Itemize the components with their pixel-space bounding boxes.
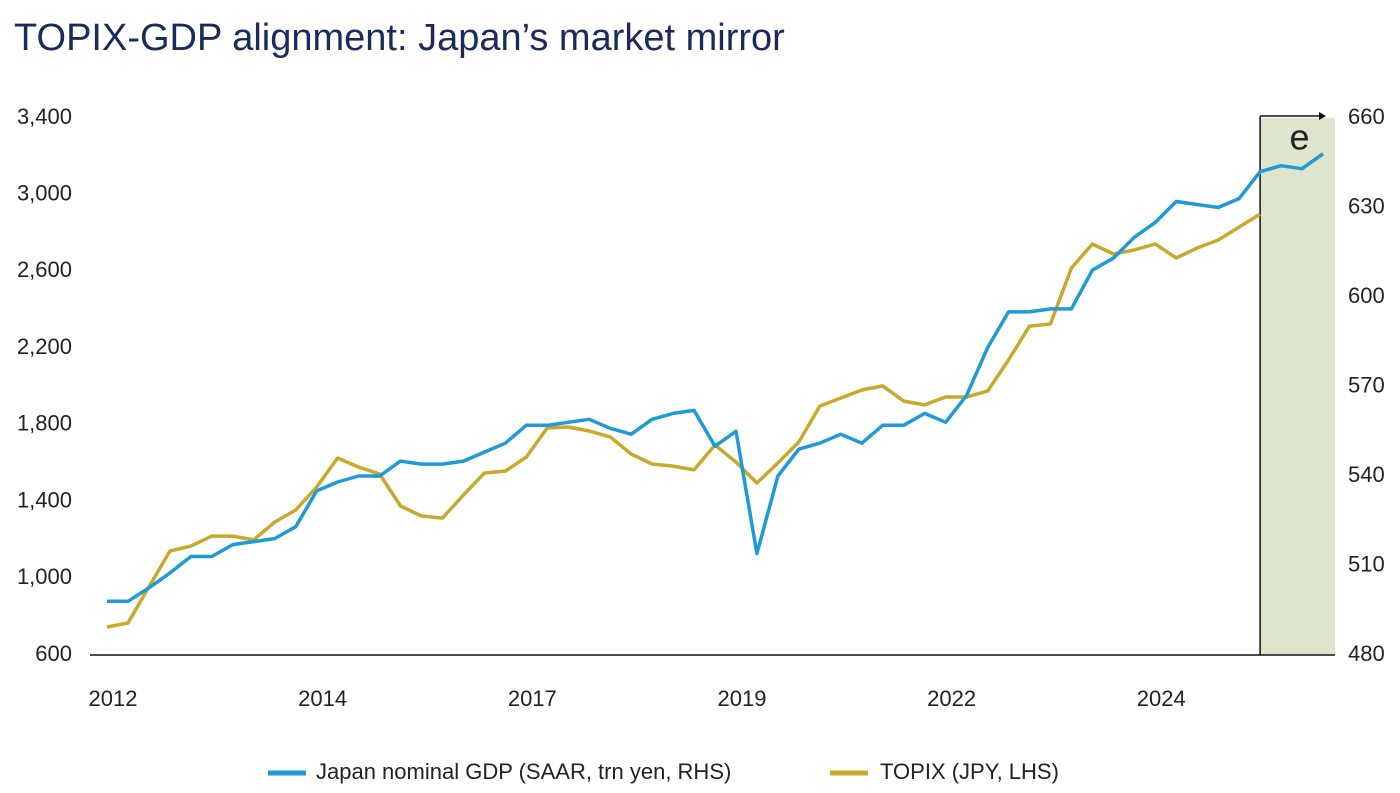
y-tick-label: 2,200 [17, 334, 72, 359]
forecast-arrowhead [1319, 112, 1326, 120]
y2-tick-label: 570 [1348, 372, 1385, 397]
y2-tick-label: 630 [1348, 193, 1385, 218]
x-tick-label: 2014 [298, 686, 347, 711]
y2-tick-label: 600 [1348, 283, 1385, 308]
y-tick-label: 1,000 [17, 564, 72, 589]
x-tick-label: 2017 [508, 686, 557, 711]
y-tick-label: 3,000 [17, 181, 72, 206]
forecast-label: e [1290, 117, 1310, 158]
y2-tick-label: 660 [1348, 104, 1385, 129]
y2-tick-label: 540 [1348, 462, 1385, 487]
x-tick-label: 2012 [89, 686, 138, 711]
legend-label: TOPIX (JPY, LHS) [880, 759, 1059, 784]
forecast-shade [1260, 118, 1335, 655]
chart-title: TOPIX-GDP alignment: Japan’s market mirr… [14, 17, 785, 59]
y2-tick-label: 510 [1348, 551, 1385, 576]
y-tick-label: 600 [35, 641, 72, 666]
x-tick-label: 2024 [1137, 686, 1186, 711]
y-tick-label: 3,400 [17, 104, 72, 129]
series-line [107, 152, 1325, 604]
legend: Japan nominal GDP (SAAR, trn yen, RHS) T… [268, 759, 1059, 784]
x-tick-label: 2019 [717, 686, 766, 711]
y2-tick-label: 480 [1348, 641, 1385, 666]
y-tick-label: 1,800 [17, 411, 72, 436]
x-tick-label: 2022 [927, 686, 976, 711]
legend-label: Japan nominal GDP (SAAR, trn yen, RHS) [316, 759, 731, 784]
y-tick-label: 1,400 [17, 487, 72, 512]
y-tick-label: 2,600 [17, 257, 72, 282]
series-line [106, 212, 1262, 629]
